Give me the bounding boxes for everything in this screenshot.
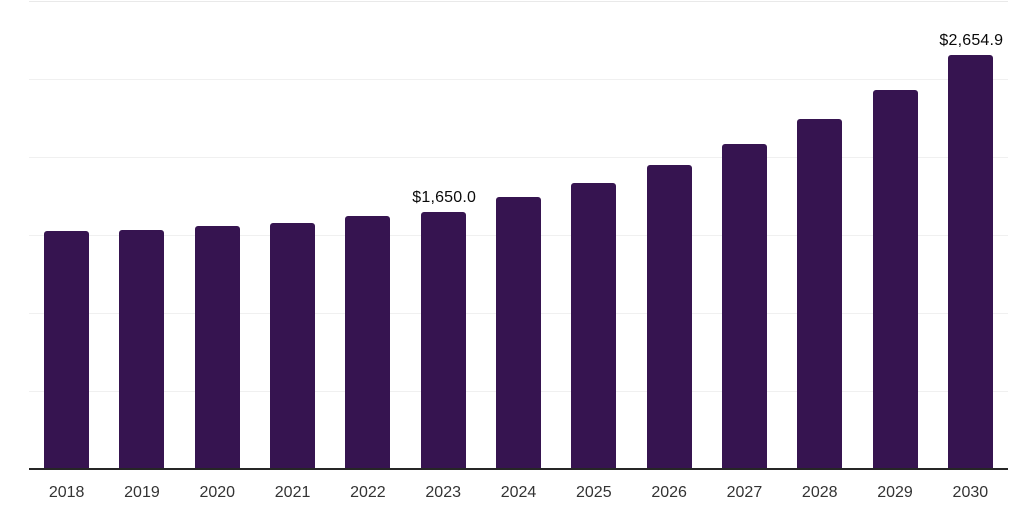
x-tick-2025: 2025	[576, 484, 612, 501]
bar-2027	[721, 143, 767, 469]
x-tick-2026: 2026	[651, 484, 687, 501]
x-tick-2022: 2022	[350, 484, 386, 501]
value-label-2023: $1,650.0	[412, 188, 477, 206]
x-tick-2019: 2019	[124, 484, 160, 501]
bar-2023	[420, 211, 466, 469]
x-tick-2023: 2023	[425, 484, 461, 501]
bar-2018	[44, 231, 90, 469]
bar-2026	[646, 164, 692, 469]
x-axis-line	[29, 468, 1008, 470]
plot-area	[29, 0, 1008, 470]
x-tick-2029: 2029	[877, 484, 913, 501]
x-tick-2027: 2027	[726, 484, 763, 501]
gridline-2500	[29, 79, 1008, 80]
bar-2030	[947, 54, 993, 469]
bar-2022	[345, 215, 391, 469]
bar-2029	[872, 90, 918, 469]
value-label-2030: $2,654.9	[939, 31, 1004, 49]
bar-2028	[797, 119, 843, 469]
x-tick-2024: 2024	[500, 484, 537, 501]
bar-2021	[270, 222, 316, 469]
bar-2025	[571, 183, 617, 469]
bar-2020	[194, 226, 240, 469]
bar-2019	[119, 229, 165, 469]
x-tick-2018: 2018	[48, 484, 85, 501]
gridline-2000	[29, 157, 1008, 158]
x-tick-2028: 2028	[801, 484, 838, 501]
x-tick-2020: 2020	[199, 484, 236, 501]
gridline-3000	[29, 1, 1008, 2]
x-tick-2030: 2030	[952, 484, 989, 501]
bar-2024	[496, 196, 541, 469]
x-tick-2021: 2021	[274, 484, 311, 501]
